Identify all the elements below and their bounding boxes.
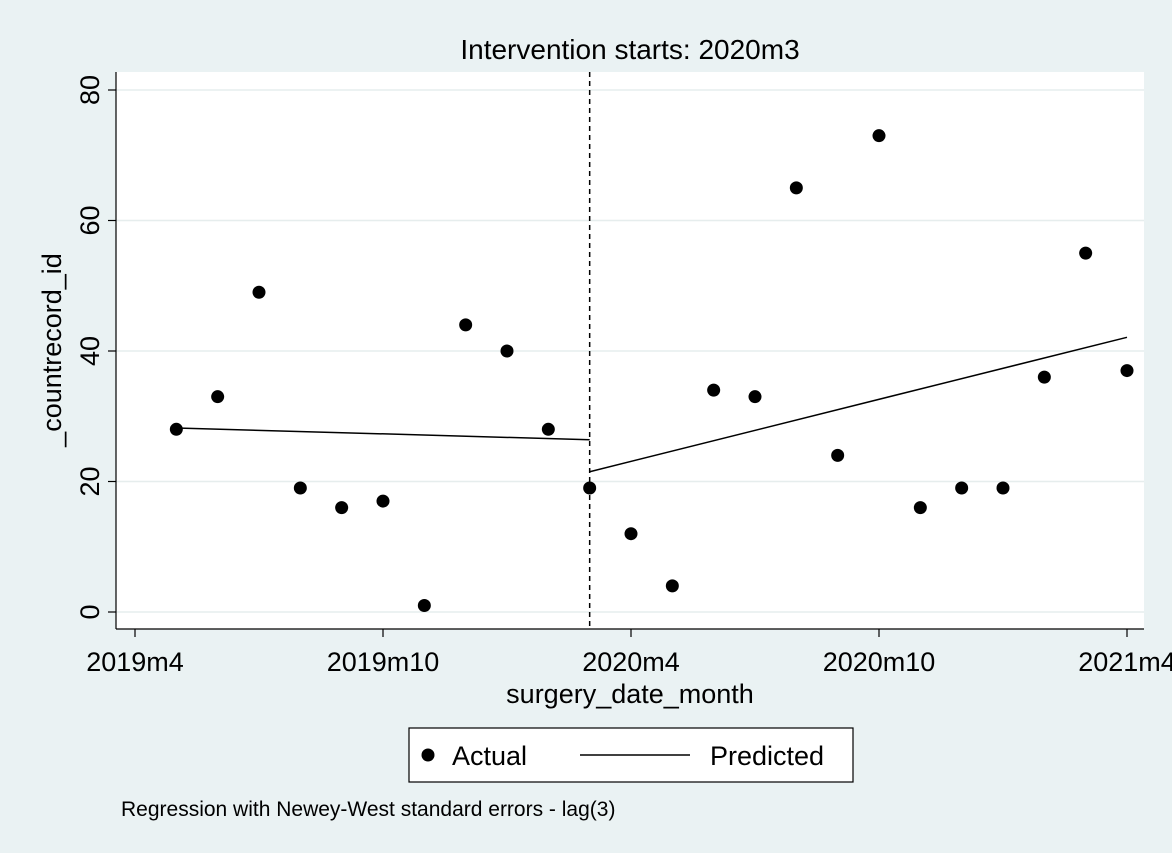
predicted-line-segment xyxy=(589,336,1128,473)
actual-point xyxy=(707,383,721,397)
axis-ticks: 0 20 40 60 80 2019m4 2019m10 2020m4 2020m10 2021m… xyxy=(75,75,1172,677)
y-axis-label: _countrecord_id xyxy=(37,253,67,448)
actual-point xyxy=(748,390,762,404)
y-tick-label: 60 xyxy=(75,205,105,235)
legend-predicted-label: Predicted xyxy=(710,741,824,771)
x-tick-label: 2019m4 xyxy=(86,647,184,677)
x-axis-label: surgery_date_month xyxy=(506,679,754,709)
x-tick-label: 2020m10 xyxy=(823,647,936,677)
predicted-series xyxy=(176,336,1128,473)
actual-point xyxy=(872,129,886,143)
x-tick-label: 2021m4 xyxy=(1078,647,1172,677)
actual-point xyxy=(417,598,431,612)
actual-point xyxy=(293,481,307,495)
actual-point xyxy=(665,579,679,593)
actual-point xyxy=(831,448,845,462)
actual-point xyxy=(624,527,638,541)
gridlines xyxy=(116,89,1144,613)
actual-point xyxy=(1079,246,1093,260)
actual-point xyxy=(583,481,597,495)
legend-actual-marker xyxy=(421,748,435,762)
actual-point xyxy=(541,422,555,436)
actual-point xyxy=(376,494,390,508)
predicted-line-segment xyxy=(176,427,590,441)
actual-point xyxy=(500,344,514,358)
actual-point xyxy=(996,481,1010,495)
actual-point xyxy=(913,501,927,515)
actual-point xyxy=(169,422,183,436)
actual-point xyxy=(459,318,473,332)
x-tick-label: 2020m4 xyxy=(582,647,680,677)
x-tick-label: 2019m10 xyxy=(327,647,440,677)
actual-point xyxy=(789,181,803,195)
actual-point xyxy=(955,481,969,495)
actual-series xyxy=(169,129,1134,612)
y-tick-label: 20 xyxy=(75,466,105,496)
legend: Actual Predicted xyxy=(408,727,854,783)
y-tick-label: 40 xyxy=(75,336,105,366)
actual-point xyxy=(252,285,266,299)
actual-point xyxy=(1120,364,1134,378)
y-tick-label: 0 xyxy=(75,604,105,619)
chart-title: Intervention starts: 2020m3 xyxy=(460,34,799,65)
legend-box xyxy=(408,727,854,783)
chart-note: Regression with Newey-West standard erro… xyxy=(121,798,615,821)
y-tick-label: 80 xyxy=(75,75,105,105)
actual-point xyxy=(335,501,349,515)
legend-actual-label: Actual xyxy=(452,741,527,771)
actual-point xyxy=(1037,370,1051,384)
actual-point xyxy=(211,390,225,404)
